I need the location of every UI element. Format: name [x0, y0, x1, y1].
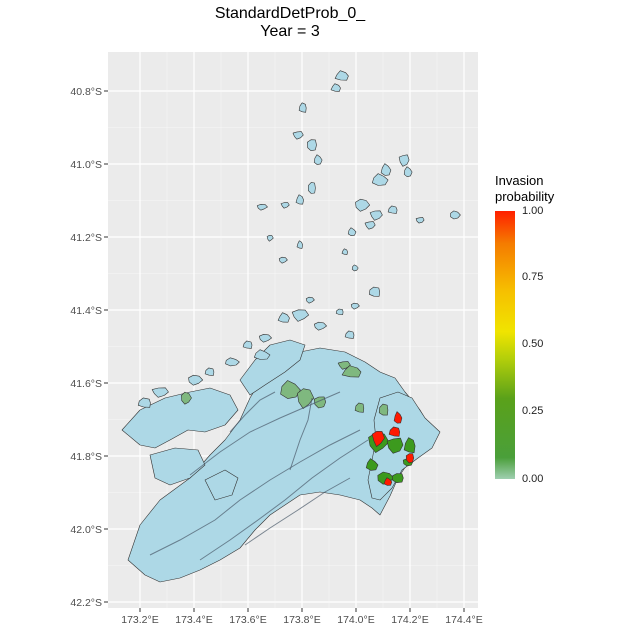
north-region-0 [334, 70, 349, 81]
y-tick-label: 41.2°S [70, 232, 102, 244]
legend-title-line1: Invasion [495, 173, 544, 188]
legend-label-050: 0.50 [522, 338, 544, 350]
legend-label-1: 1.00 [522, 205, 544, 217]
north-region-35 [350, 302, 360, 310]
north-region-14 [355, 198, 370, 212]
y-tick-label: 41.8°S [70, 451, 102, 463]
north-region-30 [344, 330, 355, 339]
north-region-37 [225, 357, 240, 367]
north-region-13 [280, 202, 290, 209]
y-tick-label: 41.0°S [70, 159, 102, 171]
low-prob-region-6 [378, 403, 389, 416]
north-region-16 [364, 221, 376, 230]
north-region-5 [313, 154, 323, 165]
legend-title: Invasion probability [495, 173, 554, 205]
inner-lobe [204, 469, 239, 501]
north-region-8 [398, 154, 410, 167]
high-prob-region-1 [388, 426, 400, 437]
north-region-28 [277, 312, 290, 323]
north-region-38 [204, 367, 215, 376]
north-region-9 [403, 166, 413, 177]
north-region-4 [307, 139, 317, 151]
region-polygons [121, 70, 461, 583]
low-prob-region-5 [181, 391, 192, 405]
plot-title: StandardDetProb_0_ [214, 5, 366, 22]
x-tick-label: 174.2°E [391, 614, 428, 626]
river-line-5 [289, 397, 313, 471]
mid-prob-region-2 [403, 437, 416, 454]
mid-prob-region-4 [392, 473, 404, 483]
mid-prob-region-5 [365, 458, 379, 471]
low-prob-region-3 [341, 365, 362, 378]
river-line-4 [229, 391, 276, 433]
north-region-24 [351, 264, 359, 272]
y-axis: 40.8°S 41.0°S 41.2°S 41.4°S 41.6°S 41.8°S 42.0… [70, 86, 108, 609]
river-line-3 [189, 391, 341, 476]
x-tick-label: 173.8°E [283, 614, 320, 626]
north-region-2 [298, 102, 307, 113]
x-tick-label: 174.0°E [337, 614, 374, 626]
north-region-21 [296, 240, 303, 249]
y-tick-label: 41.4°S [70, 305, 102, 317]
y-tick-label: 41.6°S [70, 378, 102, 390]
x-tick-label: 173.2°E [121, 614, 158, 626]
x-tick-label: 173.4°E [175, 614, 212, 626]
river-line-2 [244, 477, 351, 546]
legend-title-line2: probability [495, 189, 555, 204]
north-region-27 [291, 309, 309, 322]
y-tick-label: 42.0°S [70, 524, 102, 536]
north-region-11 [295, 194, 304, 205]
north-region-6 [380, 163, 392, 176]
north-region-7 [372, 173, 389, 186]
gridlines [108, 52, 478, 608]
north-region-10 [308, 182, 316, 194]
north-region-19 [450, 210, 461, 220]
high-prob-region-3 [383, 477, 393, 486]
low-prob-region-4 [337, 361, 351, 370]
north-region-3 [292, 131, 304, 140]
north-region-25 [341, 248, 348, 255]
north-region-33 [335, 308, 344, 315]
north-region-34 [305, 296, 315, 304]
legend-colorbar [495, 211, 515, 479]
low-prob-region-1 [297, 388, 315, 409]
north-region-17 [347, 227, 357, 236]
north-region-22 [278, 256, 288, 264]
north-region-31 [259, 334, 272, 343]
western-lobe [149, 447, 206, 486]
north-region-12 [256, 204, 268, 211]
high-prob-region-0 [371, 431, 385, 447]
river-line-1 [199, 439, 369, 561]
north-region-41 [137, 397, 151, 408]
north-region-1 [330, 83, 341, 92]
river-line-0 [149, 429, 361, 556]
north-region-15 [369, 210, 383, 221]
north-region-18 [387, 205, 398, 214]
x-axis: 173.2°E 173.4°E 173.6°E 173.8°E 174.0°E 174.2… [121, 608, 483, 626]
north-region-36 [254, 349, 271, 360]
y-tick-label: 42.2°S [70, 597, 102, 609]
low-prob-region-7 [354, 402, 365, 413]
western-peninsula [121, 387, 239, 449]
high-prob-region-4 [405, 453, 414, 464]
north-region-32 [242, 340, 253, 349]
north-region-29 [314, 321, 327, 331]
plot-subtitle: Year = 3 [260, 23, 320, 40]
mid-prob-region-1 [386, 437, 404, 454]
x-tick-label: 173.6°E [229, 614, 266, 626]
north-region-26 [369, 286, 380, 297]
x-tick-label: 174.4°E [445, 614, 482, 626]
legend-label-075: 0.75 [522, 271, 544, 283]
north-region-20 [415, 217, 425, 224]
low-prob-region-0 [280, 380, 301, 399]
high-prob-region-2 [393, 411, 403, 424]
north-region-23 [266, 235, 274, 242]
legend-label-000: 0.00 [522, 473, 544, 485]
y-tick-label: 40.8°S [70, 86, 102, 98]
legend-label-025: 0.25 [522, 405, 544, 417]
north-region-40 [151, 387, 169, 398]
north-region-39 [188, 374, 203, 386]
